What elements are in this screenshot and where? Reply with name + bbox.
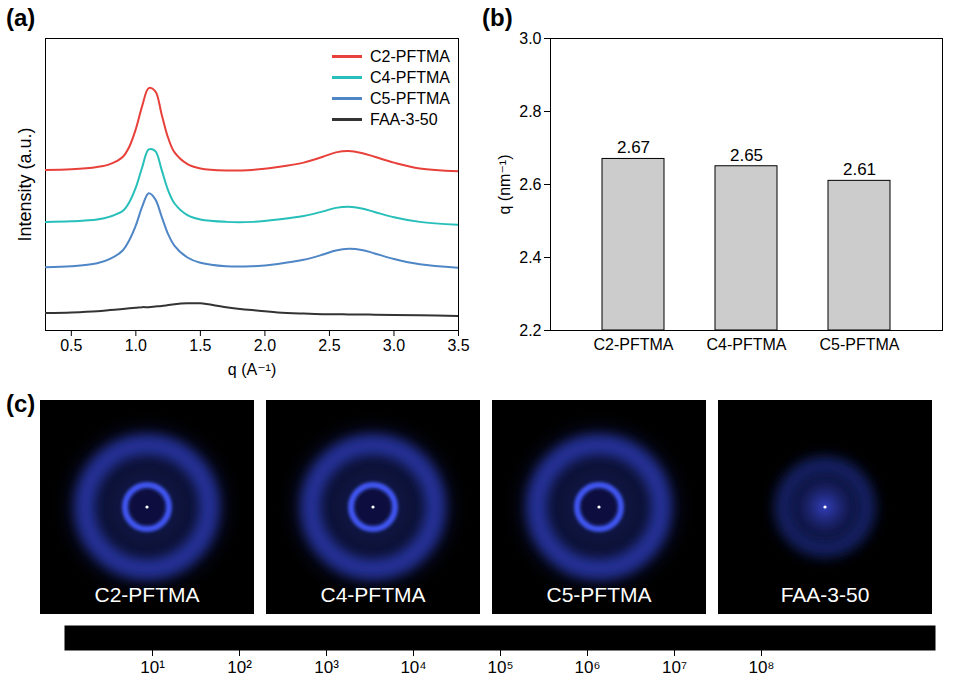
svg-text:3.0: 3.0	[383, 337, 405, 354]
svg-text:q (nm⁻¹): q (nm⁻¹)	[496, 155, 513, 215]
html-text:C4-PFTMA: C4-PFTMA	[370, 69, 450, 86]
svg-text:C4-PFTMA: C4-PFTMA	[707, 336, 787, 353]
html-text:(c): (c)	[6, 390, 36, 417]
html-text:C5-PFTMA: C5-PFTMA	[370, 90, 450, 107]
svg-text:2.4: 2.4	[519, 249, 541, 266]
svg-text:2.5: 2.5	[318, 337, 340, 354]
svg-text:C4-PFTMA: C4-PFTMA	[321, 583, 426, 606]
html-text:(b): (b)	[482, 4, 513, 31]
html-text:C2-PFTMA: C2-PFTMA	[370, 48, 450, 65]
svg-text:C2-PFTMA: C2-PFTMA	[95, 583, 200, 606]
svg-text:10³: 10³	[314, 658, 339, 677]
svg-text:10²: 10²	[227, 658, 252, 677]
svg-text:10⁷: 10⁷	[662, 658, 687, 677]
svg-text:10⁶: 10⁶	[575, 658, 601, 677]
svg-text:0.5: 0.5	[60, 337, 82, 354]
svg-text:10⁴: 10⁴	[400, 658, 426, 677]
svg-text:C5-PFTMA: C5-PFTMA	[547, 583, 652, 606]
svg-text:1.5: 1.5	[189, 337, 211, 354]
svg-text:C5-PFTMA: C5-PFTMA	[820, 336, 900, 353]
svg-text:3.0: 3.0	[519, 30, 541, 47]
svg-text:C2-PFTMA: C2-PFTMA	[594, 336, 674, 353]
svg-text:3.5: 3.5	[447, 337, 469, 354]
svg-text:2.65: 2.65	[730, 146, 763, 165]
svg-text:2.61: 2.61	[843, 160, 876, 179]
svg-text:2.6: 2.6	[519, 176, 541, 193]
svg-text:10⁸: 10⁸	[748, 658, 774, 677]
svg-text:2.0: 2.0	[254, 337, 276, 354]
svg-text:2.2: 2.2	[519, 322, 541, 339]
svg-text:1.0: 1.0	[125, 337, 147, 354]
html-text:FAA-3-50: FAA-3-50	[370, 111, 438, 128]
svg-text:Intensity (a.u.): Intensity (a.u.)	[15, 127, 35, 241]
html-text:(a): (a)	[6, 4, 36, 31]
svg-text:10⁵: 10⁵	[488, 658, 514, 677]
svg-text:q (A⁻¹): q (A⁻¹)	[228, 361, 276, 378]
svg-text:FAA-3-50: FAA-3-50	[781, 583, 870, 606]
svg-text:2.67: 2.67	[617, 138, 650, 157]
svg-text:10¹: 10¹	[140, 658, 165, 677]
svg-text:2.8: 2.8	[519, 103, 541, 120]
